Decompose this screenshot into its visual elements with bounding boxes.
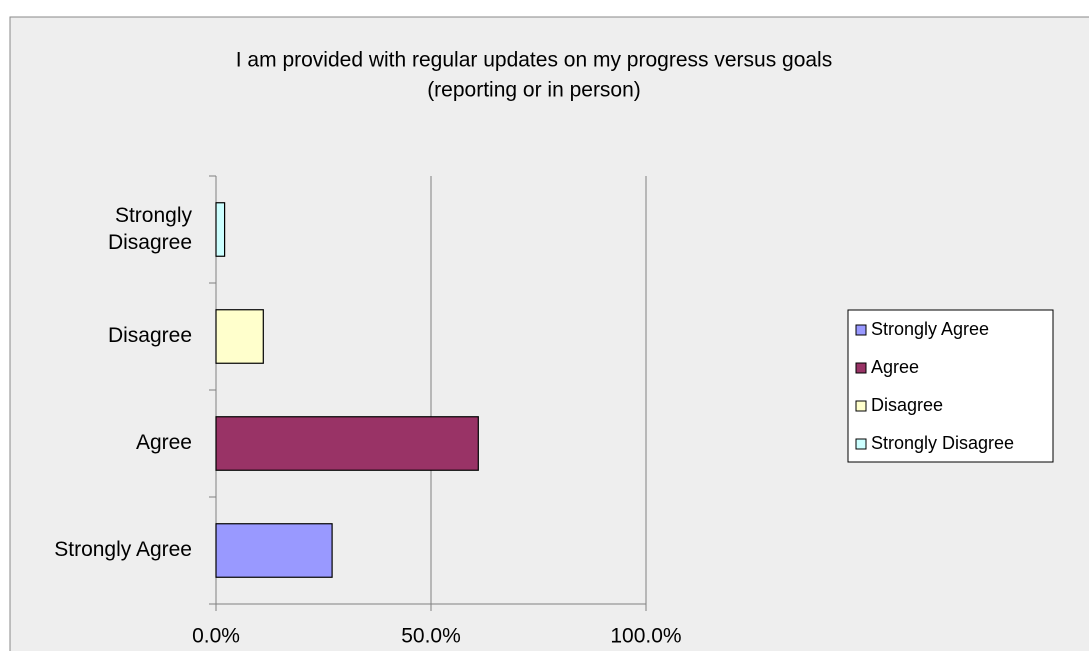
chart-title: (reporting or in person) (427, 79, 641, 102)
legend-label: Strongly Agree (871, 319, 989, 339)
legend-swatch (855, 400, 867, 412)
bar (215, 309, 264, 364)
bar (215, 416, 479, 471)
legend (847, 309, 1054, 463)
y-tick-label: Disagree (108, 324, 192, 347)
y-tick-label: Strongly Disagree (108, 204, 193, 254)
chart-title: I am provided with regular updates on my… (236, 49, 832, 72)
x-tick-label: 0.0% (192, 625, 240, 648)
x-tick-label: 50.0% (401, 625, 461, 648)
y-tick-label: Strongly Agree (54, 538, 192, 561)
legend-swatch (855, 438, 867, 450)
legend-label: Strongly Disagree (871, 433, 1014, 453)
legend-swatch (855, 324, 867, 336)
bar (215, 202, 226, 257)
bar (215, 523, 333, 578)
legend-label: Agree (871, 357, 919, 377)
x-tick-label: 100.0% (610, 625, 681, 648)
legend-label: Disagree (871, 395, 943, 415)
legend-swatch (855, 362, 867, 374)
y-tick-label: Agree (136, 431, 192, 454)
